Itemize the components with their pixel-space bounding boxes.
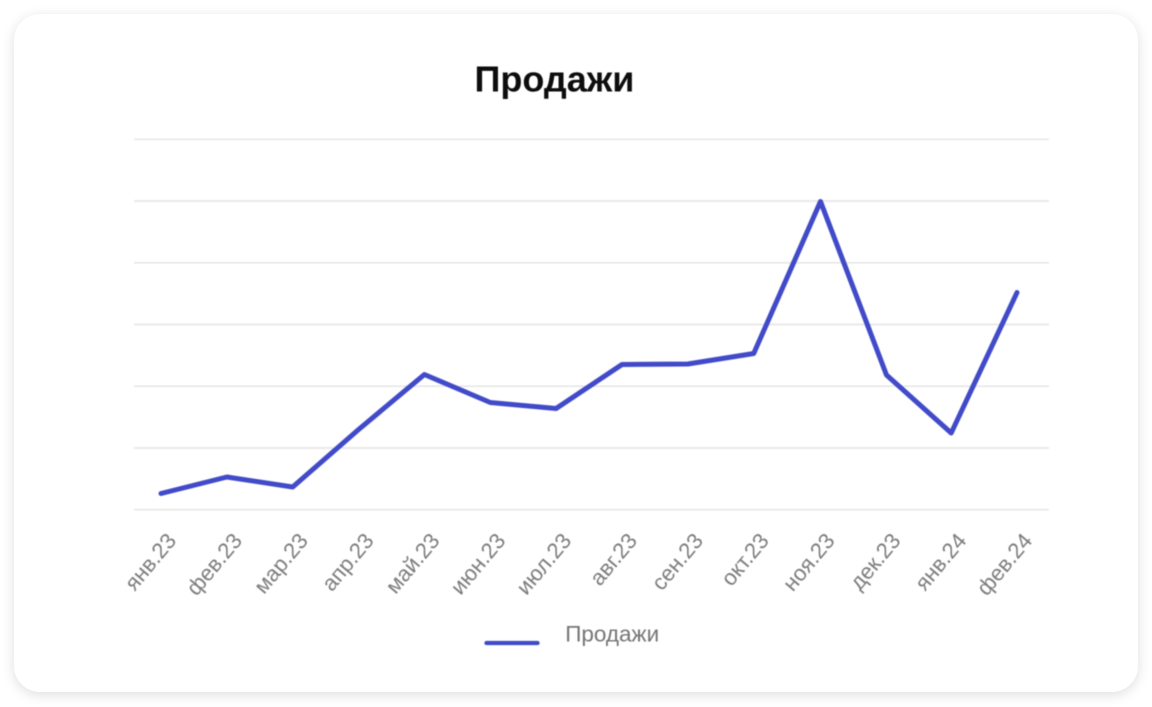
svg-text:фев.23: фев.23 <box>181 528 247 600</box>
svg-text:Продажи: Продажи <box>475 58 635 99</box>
svg-text:Продажи: Продажи <box>565 622 659 647</box>
svg-text:дек.23: дек.23 <box>844 528 905 594</box>
svg-text:ноя.23: ноя.23 <box>778 528 840 595</box>
svg-text:янв.24: янв.24 <box>910 528 972 595</box>
svg-text:июл.23: июл.23 <box>511 528 576 599</box>
svg-text:фев.24: фев.24 <box>971 528 1037 600</box>
svg-text:апр.23: апр.23 <box>317 528 379 595</box>
svg-text:авг.23: авг.23 <box>585 528 643 590</box>
svg-text:мар.23: мар.23 <box>249 528 313 598</box>
svg-text:окт.23: окт.23 <box>716 528 774 590</box>
svg-text:янв.23: янв.23 <box>119 528 181 595</box>
svg-text:сен.23: сен.23 <box>646 528 708 595</box>
svg-text:май.23: май.23 <box>380 528 444 598</box>
svg-text:июн.23: июн.23 <box>445 528 510 599</box>
